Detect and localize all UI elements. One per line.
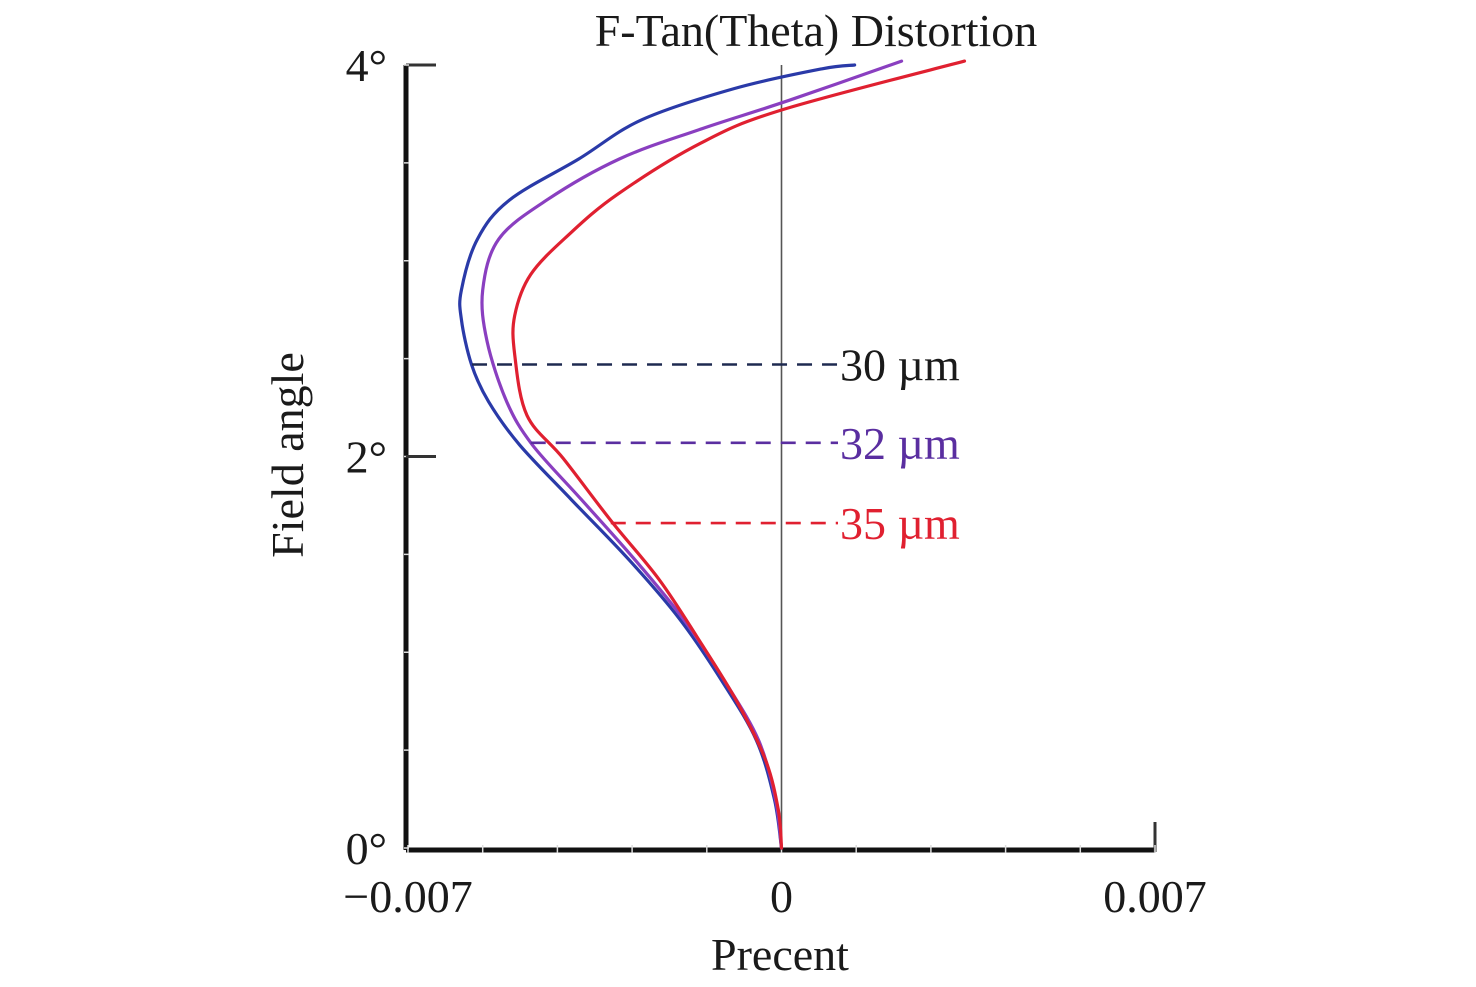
x-tick-label: 0 [770, 871, 793, 922]
annotation-group: 30 µm 32 µm 35 µm [472, 339, 960, 549]
y-tick-label: 2° [346, 432, 387, 483]
series-line-2 [511, 59, 967, 850]
x-tick-label: −0.007 [343, 871, 472, 922]
x-tick-label: 0.007 [1103, 871, 1207, 922]
x-tick-labels: −0.007 0 0.007 [343, 871, 1206, 922]
y-axis-label: Field angle [262, 352, 313, 558]
axes-frame [403, 63, 1157, 853]
y-tick-label: 4° [346, 40, 387, 91]
annotation-label-1: 32 µm [840, 418, 960, 469]
annotation-label-2: 35 µm [840, 498, 960, 549]
annotation-label-0: 30 µm [840, 339, 960, 390]
y-tick-label: 0° [346, 823, 387, 874]
series-group [458, 59, 967, 850]
chart-title: F-Tan(Theta) Distortion [595, 5, 1038, 56]
x-axis-label: Precent [711, 929, 849, 980]
y-tick-labels: 0° 2° 4° [346, 40, 387, 874]
series-line-0 [458, 63, 857, 850]
